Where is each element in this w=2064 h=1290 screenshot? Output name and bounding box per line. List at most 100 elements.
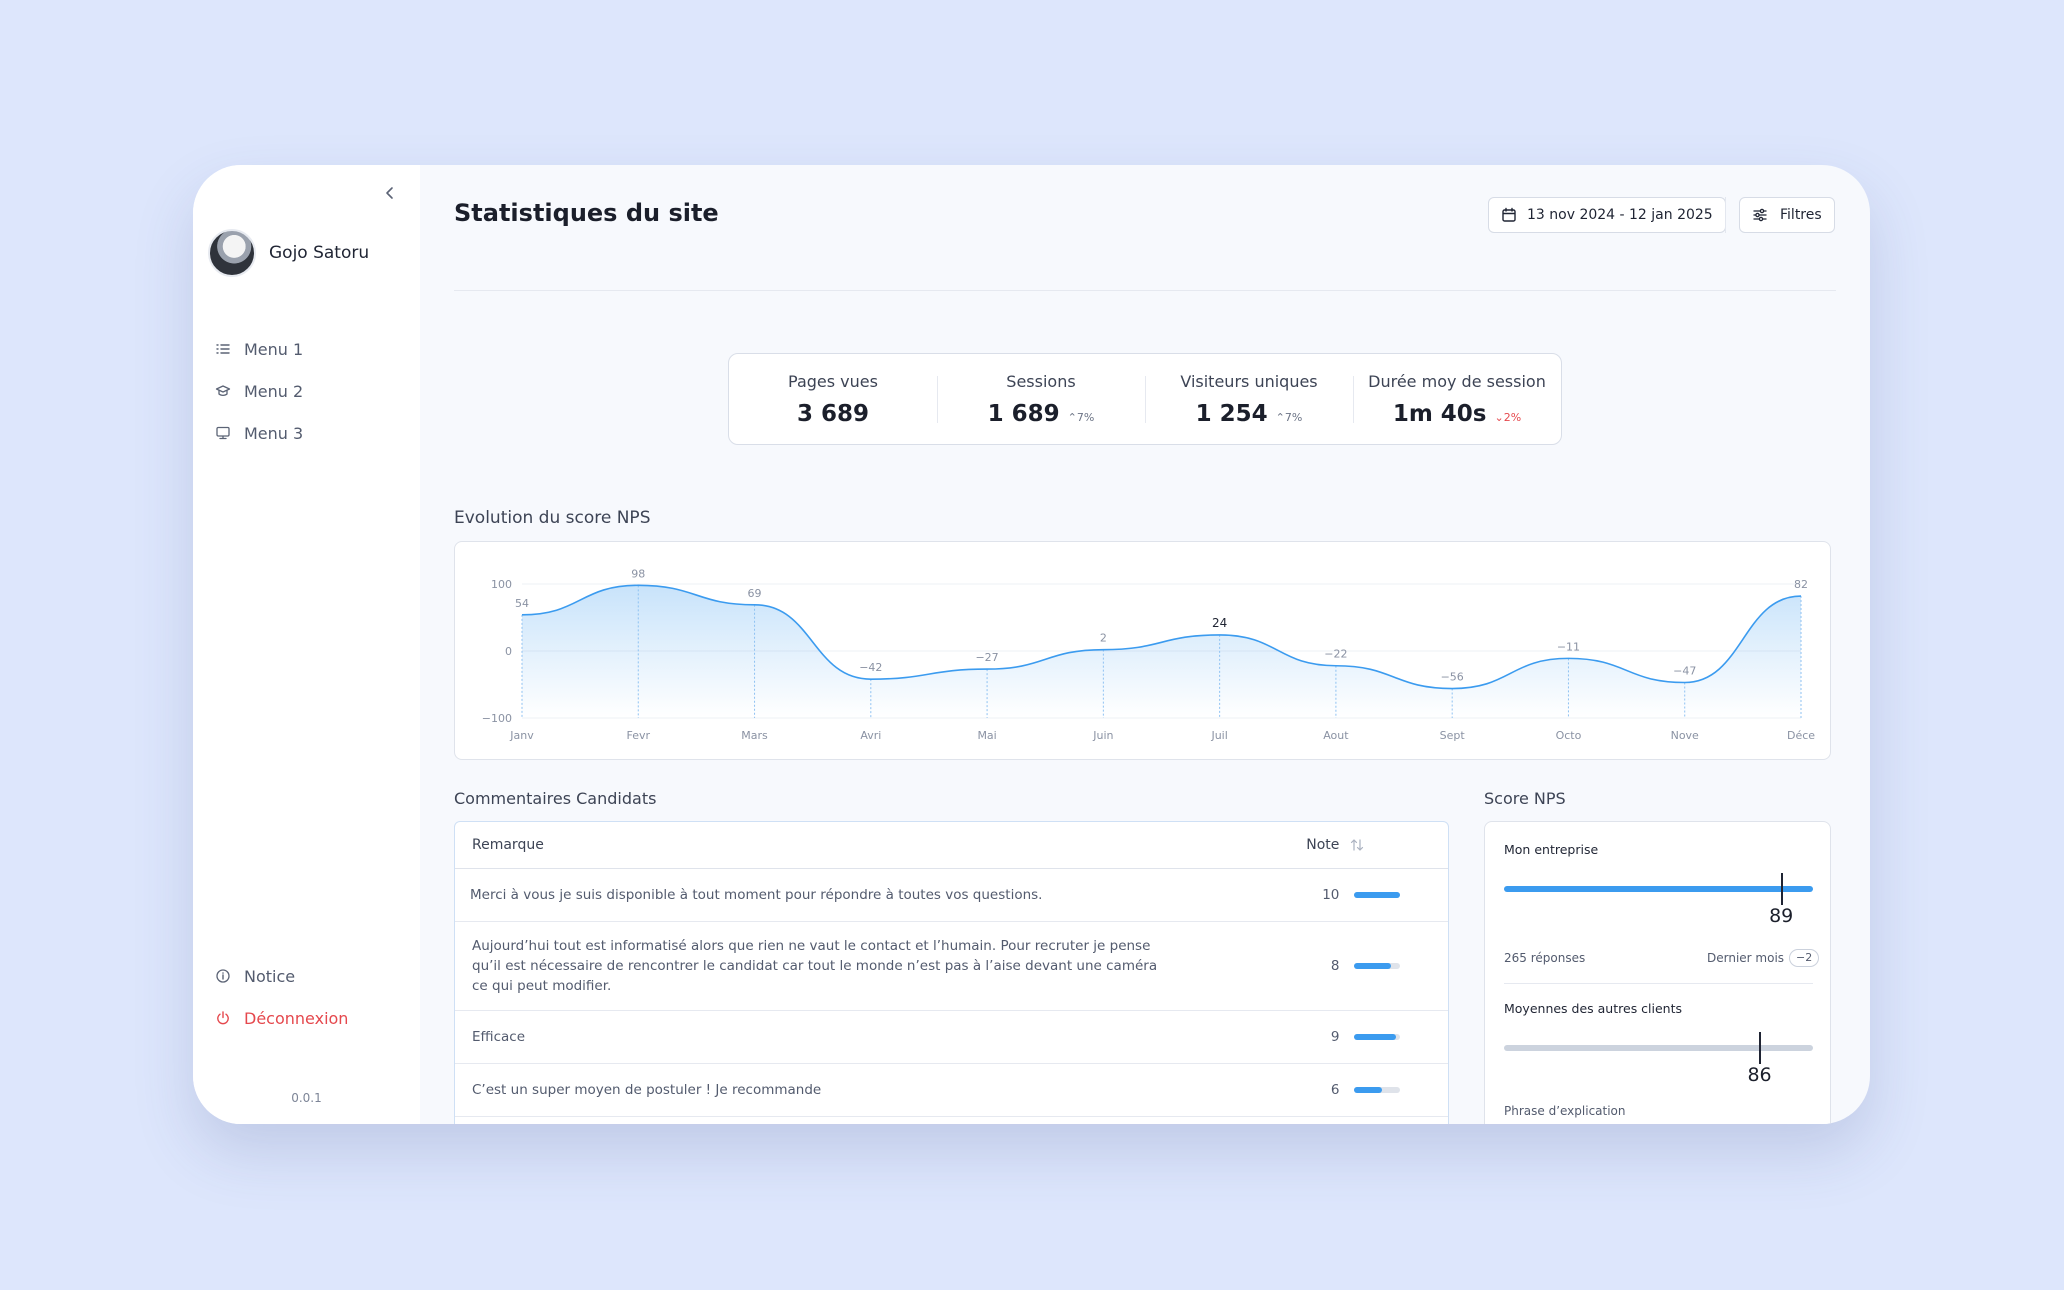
stat-delta: ⌄2%	[1495, 411, 1522, 424]
stat-value: 1 254	[1195, 400, 1268, 427]
date-range-picker[interactable]: 13 nov 2024 - 12 jan 2025	[1488, 197, 1726, 233]
x-tick-label: Nove	[1671, 729, 1699, 742]
y-tick-label: 0	[505, 645, 512, 658]
x-tick-label: Janv	[509, 729, 534, 742]
y-tick-label: −100	[482, 712, 512, 725]
series-line	[521, 584, 1802, 690]
comments-table: Remarque Note Merci à vous je suis dispo…	[454, 821, 1449, 1124]
comments-title: Commentaires Candidats	[454, 789, 657, 808]
note-value: 6	[1330, 1082, 1340, 1098]
bottom-nav: Notice Déconnexion	[215, 955, 348, 1039]
nav-item-menu-2[interactable]: Menu 2	[215, 370, 303, 412]
app-window: Gojo Satoru Menu 1 Menu 2 Menu 3 Notice	[193, 165, 1870, 1124]
table-row[interactable]: Aujourd’hui tout est informatisé alors q…	[455, 922, 1448, 1011]
company-gauge	[1504, 886, 1813, 892]
trend-down-icon: ⌄	[1494, 410, 1504, 424]
note-bar	[1354, 1087, 1401, 1093]
graduation-cap-icon	[215, 385, 231, 396]
stat-value: 1m 40s	[1392, 400, 1487, 427]
note-bar	[1354, 963, 1401, 969]
others-gauge	[1504, 1045, 1813, 1051]
stat-delta-value: 7%	[1284, 410, 1303, 424]
notice-link[interactable]: Notice	[215, 955, 348, 997]
others-gauge-marker	[1759, 1032, 1762, 1064]
period-delta-badge: −2	[1789, 949, 1820, 967]
data-label: −22	[1324, 648, 1347, 661]
sort-icon[interactable]	[1349, 837, 1365, 853]
stat-label: Sessions	[1006, 371, 1076, 391]
stat-delta: ⌃7%	[1276, 411, 1303, 424]
column-note-label: Note	[1306, 837, 1340, 853]
page-title: Statistiques du site	[454, 199, 719, 227]
main-content: Statistiques du site 13 nov 2024 - 12 ja…	[420, 165, 1870, 1124]
power-icon	[217, 1011, 229, 1025]
logout-label: Déconnexion	[244, 1008, 349, 1028]
stat-page-views: Pages vues 3 689	[729, 372, 937, 427]
logout-button[interactable]: Déconnexion	[215, 997, 348, 1039]
row-note: 6	[1253, 1082, 1448, 1098]
series-area	[522, 585, 1801, 718]
x-tick-label: Mai	[977, 729, 996, 742]
nav-item-menu-3[interactable]: Menu 3	[215, 412, 303, 454]
stat-label: Visiteurs uniques	[1180, 371, 1318, 391]
stat-value: 1 689	[987, 400, 1060, 427]
x-tick-label: Mars	[741, 729, 768, 742]
collapse-sidebar-button[interactable]	[379, 182, 401, 204]
others-label: Moyennes des autres clients	[1504, 1001, 1683, 1016]
x-tick-label: Fevr	[627, 729, 651, 742]
stat-delta: ⌃7%	[1068, 411, 1095, 424]
user-name: Gojo Satoru	[269, 243, 370, 263]
table-header: Remarque Note	[455, 822, 1448, 869]
note-value: 10	[1322, 887, 1340, 903]
user-profile[interactable]: Gojo Satoru	[208, 229, 369, 277]
company-gauge-marker	[1781, 873, 1784, 905]
stat-sessions: Sessions 1 689 ⌃7%	[937, 372, 1145, 427]
date-range-label: 13 nov 2024 - 12 jan 2025	[1527, 207, 1713, 223]
avatar	[208, 229, 256, 277]
column-remark: Remarque	[472, 837, 544, 853]
stat-label: Durée moy de session	[1368, 371, 1546, 391]
info-icon	[216, 969, 230, 983]
note-bar	[1354, 892, 1401, 898]
nav-item-label: Menu 1	[244, 339, 304, 359]
x-tick-label: Aout	[1323, 729, 1349, 742]
table-row[interactable]: C’est un super moyen de postuler ! Je re…	[455, 1064, 1448, 1117]
x-tick-label: Octo	[1556, 729, 1582, 742]
nav-item-label: Menu 2	[244, 381, 304, 401]
note-bar-fill	[1354, 963, 1392, 969]
calendar-icon	[1502, 207, 1516, 222]
x-tick-label: Juin	[1092, 729, 1113, 742]
stat-delta-value: 2%	[1503, 410, 1522, 424]
monitor-icon	[216, 426, 230, 440]
row-note: 9	[1253, 1029, 1448, 1045]
nps-chart-svg: 100 0 −100 54 98 69 −42 −27 2 24 −22 −56 −11 −47 82 Jan…	[482, 567, 1815, 742]
table-row[interactable]: Efficace 9	[455, 1011, 1448, 1064]
table-row[interactable]: Merci à vous je suis disponible à tout m…	[455, 869, 1448, 922]
company-score: 89	[1769, 905, 1794, 927]
stat-delta-value: 7%	[1076, 410, 1095, 424]
row-remark: C’est un super moyen de postuler ! Je re…	[472, 1082, 822, 1098]
data-label: −42	[859, 661, 882, 674]
note-value: 8	[1330, 958, 1340, 974]
data-label: 98	[631, 567, 645, 580]
data-label: −56	[1441, 671, 1464, 684]
column-note[interactable]: Note	[1253, 837, 1448, 853]
data-label: −27	[975, 651, 998, 664]
nav-item-menu-1[interactable]: Menu 1	[215, 328, 303, 370]
nps-score-title: Score NPS	[1484, 789, 1566, 808]
note-bar	[1354, 1034, 1401, 1040]
chevron-left-icon	[386, 187, 393, 199]
data-label: 2	[1100, 632, 1107, 645]
others-score: 86	[1747, 1064, 1772, 1086]
header-separator	[1725, 197, 1726, 233]
filters-button[interactable]: Filtres	[1739, 197, 1835, 233]
header-divider	[454, 290, 1836, 291]
note-bar-fill	[1354, 892, 1401, 898]
sidebar: Gojo Satoru Menu 1 Menu 2 Menu 3 Notice	[193, 165, 420, 1124]
notice-label: Notice	[244, 966, 296, 986]
period-label: Dernier mois	[1707, 951, 1785, 965]
y-tick-label: 100	[491, 578, 512, 591]
main-nav: Menu 1 Menu 2 Menu 3	[215, 328, 303, 454]
trend-up-icon: ⌃	[1067, 410, 1077, 424]
nps-chart: 100 0 −100 54 98 69 −42 −27 2 24 −22 −56 −11 −47 82 Jan…	[454, 541, 1831, 760]
